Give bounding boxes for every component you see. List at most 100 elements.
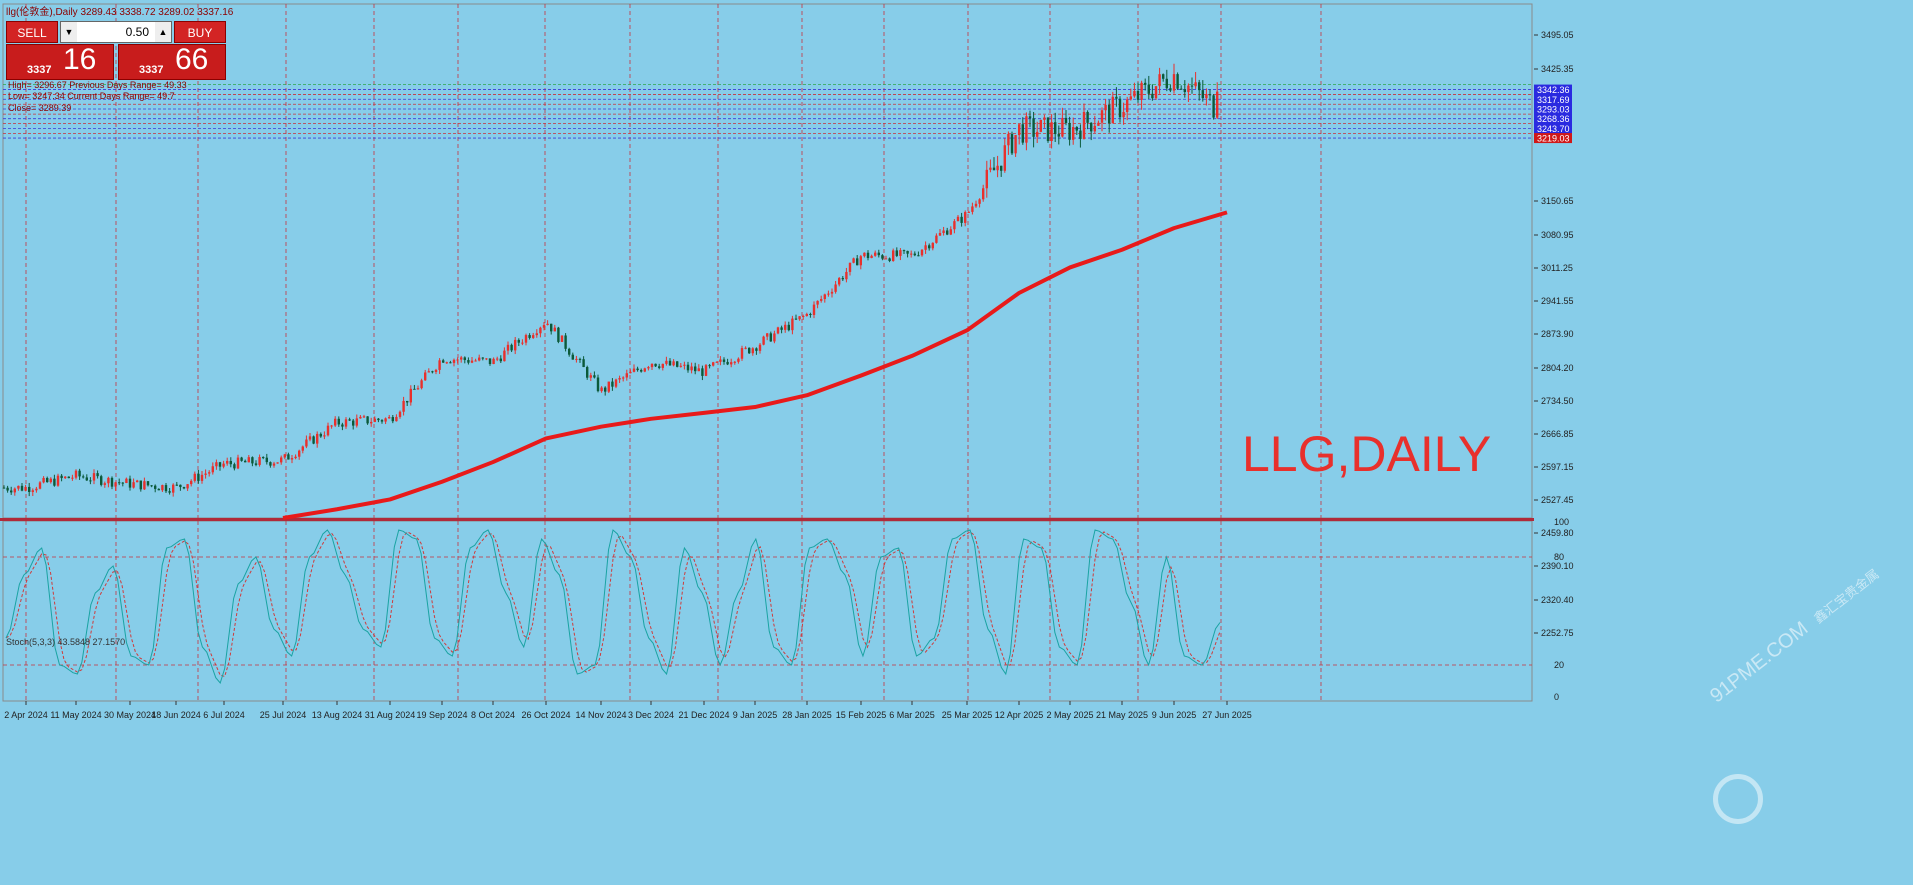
price-tag-label: 3268.36 bbox=[1537, 114, 1570, 124]
buy-price-pips: 66 bbox=[175, 43, 209, 76]
candle-body bbox=[38, 482, 42, 489]
candle-body bbox=[118, 482, 121, 484]
lot-decrease-icon[interactable]: ▼ bbox=[61, 22, 77, 42]
sell-price-major: 3337 bbox=[27, 64, 52, 76]
candle-body bbox=[1028, 116, 1032, 119]
candle-body bbox=[370, 421, 373, 424]
candle-body bbox=[53, 478, 56, 486]
candle-body bbox=[424, 372, 427, 381]
info-line-high: High= 3296.67 Previous Days Range= 49.33 bbox=[8, 80, 187, 90]
candle-body bbox=[85, 477, 88, 481]
price-tick-label: 2597.15 bbox=[1541, 462, 1574, 472]
candle-body bbox=[992, 167, 996, 171]
candle-body bbox=[280, 457, 283, 463]
lot-size-field[interactable]: ▼ 0.50 ▲ bbox=[60, 21, 172, 43]
candle-body bbox=[362, 416, 366, 418]
lot-increase-icon[interactable]: ▲ bbox=[155, 22, 171, 42]
candle-body bbox=[794, 318, 798, 320]
candlestick-series bbox=[2, 63, 1219, 497]
candle-body bbox=[1201, 90, 1204, 99]
stoch-tick-label: 20 bbox=[1554, 660, 1564, 670]
price-tick-label: 3495.05 bbox=[1541, 30, 1574, 40]
candle-body bbox=[442, 360, 445, 363]
candle-body bbox=[409, 388, 412, 403]
candle-body bbox=[917, 255, 920, 257]
price-tag-box bbox=[1534, 103, 1572, 114]
price-tick-label: 3150.65 bbox=[1541, 196, 1574, 206]
candle-body bbox=[406, 400, 409, 403]
lot-value[interactable]: 0.50 bbox=[125, 25, 149, 39]
candle-body bbox=[791, 318, 794, 331]
time-tick-label: 21 May 2025 bbox=[1096, 710, 1148, 720]
candle-body bbox=[157, 488, 160, 491]
candle-body bbox=[611, 381, 614, 387]
time-tick-label: 3 Dec 2024 bbox=[628, 710, 674, 720]
candle-body bbox=[262, 457, 265, 459]
sell-price[interactable]: 3337 16 bbox=[6, 43, 114, 80]
candle-body bbox=[301, 446, 304, 451]
candle-body bbox=[892, 250, 895, 262]
candle-body bbox=[308, 436, 312, 440]
candle-body bbox=[672, 361, 675, 366]
candle-body bbox=[784, 324, 787, 330]
time-tick-label: 31 Aug 2024 bbox=[365, 710, 416, 720]
candle-body bbox=[190, 480, 193, 485]
sell-button[interactable]: SELL bbox=[6, 21, 58, 43]
candle-body bbox=[1068, 122, 1071, 140]
moving-average-line bbox=[282, 210, 1228, 520]
candle-body bbox=[172, 484, 175, 493]
moving-average-polyline bbox=[282, 210, 1228, 520]
candle-body bbox=[528, 335, 531, 338]
candle-body bbox=[438, 360, 441, 370]
candle-body bbox=[506, 344, 510, 351]
candle-body bbox=[413, 388, 416, 390]
candle-body bbox=[809, 313, 812, 315]
candle-body bbox=[35, 488, 38, 491]
candle-body bbox=[838, 278, 841, 285]
time-tick-label: 12 Apr 2025 bbox=[995, 710, 1044, 720]
candle-body bbox=[388, 417, 391, 419]
candle-body bbox=[852, 258, 855, 263]
candle-body bbox=[694, 366, 697, 372]
candle-body bbox=[226, 460, 229, 464]
candle-body bbox=[244, 460, 247, 463]
price-tag-label: 3342.36 bbox=[1537, 85, 1570, 95]
time-tick-label: 6 Mar 2025 bbox=[889, 710, 935, 720]
candle-body bbox=[463, 357, 466, 361]
candle-body bbox=[146, 481, 150, 486]
candle-body bbox=[1180, 88, 1183, 90]
candle-body bbox=[920, 249, 924, 256]
buy-price-major: 3337 bbox=[139, 64, 164, 76]
candle-body bbox=[578, 358, 582, 360]
candle-body bbox=[373, 418, 376, 422]
candle-body bbox=[161, 485, 164, 491]
candle-body bbox=[913, 253, 916, 256]
watermark-logo-icon bbox=[1713, 774, 1763, 824]
candle-body bbox=[618, 378, 621, 380]
candle-body bbox=[820, 299, 823, 301]
candle-body bbox=[985, 169, 988, 189]
candle-body bbox=[179, 484, 182, 488]
candle-body bbox=[1025, 116, 1028, 143]
price-tag-box bbox=[1534, 133, 1572, 144]
candle-body bbox=[679, 365, 682, 367]
candle-body bbox=[557, 327, 560, 342]
candle-body bbox=[535, 333, 538, 336]
buy-price[interactable]: 3337 66 bbox=[118, 43, 226, 80]
buy-button[interactable]: BUY bbox=[174, 21, 226, 43]
candle-body bbox=[1000, 165, 1003, 171]
candle-body bbox=[870, 255, 873, 259]
candle-body bbox=[334, 418, 337, 426]
price-tag-box bbox=[1534, 123, 1572, 134]
candle-body bbox=[132, 482, 135, 488]
candle-body bbox=[193, 473, 196, 481]
candle-body bbox=[989, 167, 992, 170]
candle-body bbox=[1072, 126, 1075, 140]
candle-body bbox=[935, 235, 938, 243]
chart-symbol-label: LLG,DAILY bbox=[1242, 426, 1492, 482]
candle-body bbox=[564, 335, 567, 349]
candle-body bbox=[521, 342, 524, 344]
candle-body bbox=[758, 344, 762, 351]
candle-body bbox=[1162, 74, 1165, 79]
